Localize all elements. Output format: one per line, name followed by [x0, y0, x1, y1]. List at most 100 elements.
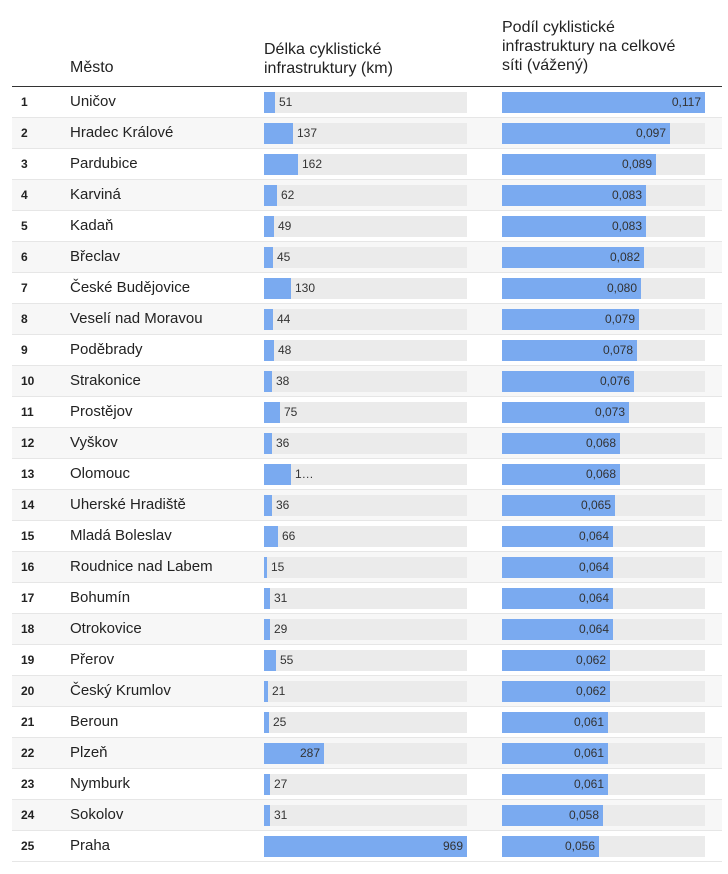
share-bar — [502, 433, 620, 454]
length-bar-track: 31 — [264, 588, 467, 609]
share-value-label: 0,056 — [564, 839, 595, 853]
share-value-label: 0,083 — [611, 219, 642, 233]
city-label: Roudnice nad Labem — [70, 558, 213, 575]
share-value-label: 0,076 — [599, 374, 630, 388]
table-row: 24 Sokolov 31 0,058 — [12, 800, 722, 831]
rank-label: 16 — [21, 560, 35, 574]
share-bar-track: 0,062 — [502, 681, 705, 702]
share-bar — [502, 278, 641, 299]
length-bar-track: 75 — [264, 402, 467, 423]
rank-label: 21 — [21, 715, 35, 729]
length-bar — [264, 712, 269, 733]
length-bar — [264, 340, 274, 361]
share-bar-track: 0,061 — [502, 743, 705, 764]
header-share-line-2: infrastruktury na celkové — [502, 38, 676, 55]
length-bar-track: 45 — [264, 247, 467, 268]
table-row: 2 Hradec Králové 137 0,097 — [12, 118, 722, 149]
rank-label: 8 — [21, 312, 28, 326]
rank-label: 19 — [21, 653, 35, 667]
length-bar-track: 21 — [264, 681, 467, 702]
length-value-label: 38 — [276, 374, 290, 388]
share-bar-track: 0,062 — [502, 650, 705, 671]
share-value-label: 0,061 — [573, 746, 604, 760]
share-value-label: 0,062 — [575, 653, 606, 667]
share-bar-track: 0,061 — [502, 774, 705, 795]
share-value-label: 0,089 — [621, 157, 652, 171]
table-row: 7 České Budějovice 130 0,080 — [12, 273, 722, 304]
table-row: 23 Nymburk 27 0,061 — [12, 769, 722, 800]
table-row: 9 Poděbrady 48 0,078 — [12, 335, 722, 366]
length-bar — [264, 92, 275, 113]
share-bar-track: 0,064 — [502, 557, 705, 578]
length-value-label: 55 — [280, 653, 294, 667]
length-bar-track: 49 — [264, 216, 467, 237]
header-divider — [12, 86, 722, 87]
table-row: 6 Břeclav 45 0,082 — [12, 242, 722, 273]
rank-label: 12 — [21, 436, 35, 450]
city-label: Poděbrady — [70, 341, 143, 358]
share-value-label: 0,073 — [594, 405, 625, 419]
rank-label: 22 — [21, 746, 35, 760]
rank-label: 15 — [21, 529, 35, 543]
length-bar — [264, 681, 268, 702]
rank-label: 9 — [21, 343, 28, 357]
city-label: Mladá Boleslav — [70, 527, 172, 544]
table-row: 18 Otrokovice 29 0,064 — [12, 614, 722, 645]
length-bar-track: 1… — [264, 464, 467, 485]
share-bar-track: 0,082 — [502, 247, 705, 268]
city-label: Kadaň — [70, 217, 114, 234]
table-row: 1 Uničov 51 0,117 — [12, 87, 722, 118]
share-value-label: 0,079 — [604, 312, 635, 326]
rank-label: 13 — [21, 467, 35, 481]
rank-label: 5 — [21, 219, 28, 233]
share-bar — [502, 619, 613, 640]
length-bar — [264, 588, 270, 609]
length-value-label: 62 — [281, 188, 295, 202]
table-row: 5 Kadaň 49 0,083 — [12, 211, 722, 242]
header-share-line-3: síti (vážený) — [502, 57, 589, 74]
table-row: 25 Praha 969 0,056 — [12, 831, 722, 862]
share-bar-track: 0,083 — [502, 185, 705, 206]
share-bar-track: 0,097 — [502, 123, 705, 144]
share-bar — [502, 216, 646, 237]
length-bar-track: 62 — [264, 185, 467, 206]
city-label: Uherské Hradiště — [70, 496, 186, 513]
share-bar-track: 0,061 — [502, 712, 705, 733]
length-bar — [264, 216, 274, 237]
share-bar — [502, 340, 637, 361]
rank-label: 2 — [21, 126, 28, 140]
city-label: Hradec Králové — [70, 124, 174, 141]
share-value-label: 0,097 — [635, 126, 666, 140]
city-label: Karviná — [70, 186, 121, 203]
city-label: Otrokovice — [70, 620, 142, 637]
length-value-label: 36 — [276, 498, 290, 512]
length-bar — [264, 805, 270, 826]
share-value-label: 0,083 — [611, 188, 642, 202]
length-bar-track: 15 — [264, 557, 467, 578]
share-value-label: 0,058 — [568, 808, 599, 822]
table-row: 10 Strakonice 38 0,076 — [12, 366, 722, 397]
table-row: 17 Bohumín 31 0,064 — [12, 583, 722, 614]
length-value-label: 48 — [278, 343, 292, 357]
city-label: Nymburk — [70, 775, 131, 792]
table-row: 13 Olomouc 1… 0,068 — [12, 459, 722, 490]
city-label: Pardubice — [70, 155, 138, 172]
length-value-label: 51 — [279, 95, 293, 109]
rank-label: 23 — [21, 777, 35, 791]
share-bar-track: 0,065 — [502, 495, 705, 516]
length-bar — [264, 774, 270, 795]
share-bar — [502, 681, 610, 702]
city-label: Bohumín — [70, 589, 131, 606]
share-bar-track: 0,068 — [502, 464, 705, 485]
city-label: Sokolov — [70, 806, 124, 823]
share-bar — [502, 650, 610, 671]
share-bar-track: 0,056 — [502, 836, 705, 857]
length-bar — [264, 247, 273, 268]
city-label: Olomouc — [70, 465, 131, 482]
header-length-line-2: infrastruktury (km) — [264, 60, 393, 77]
length-bar — [264, 619, 270, 640]
share-bar-track: 0,073 — [502, 402, 705, 423]
city-label: České Budějovice — [70, 279, 191, 296]
length-bar-track: 31 — [264, 805, 467, 826]
length-bar-track: 162 — [264, 154, 467, 175]
